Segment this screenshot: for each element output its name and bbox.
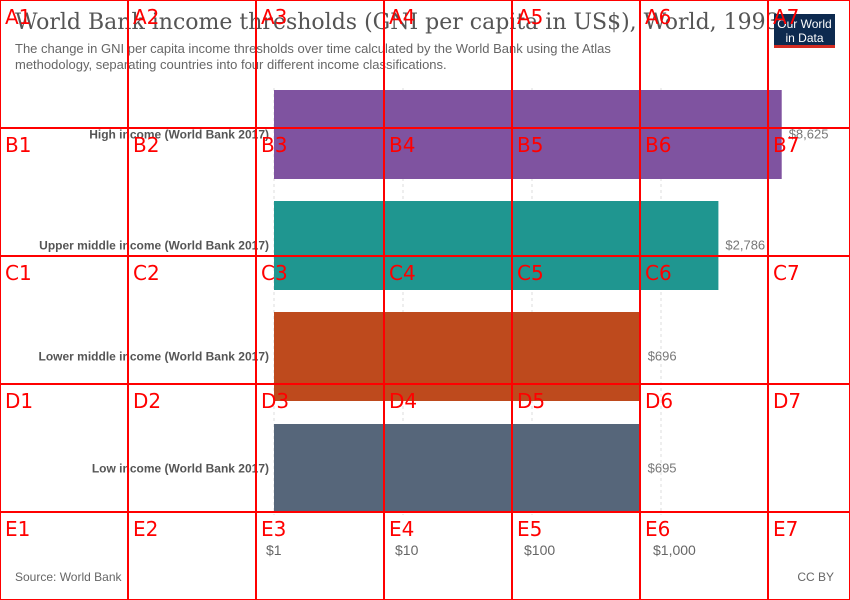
value-label: $696 <box>648 349 677 364</box>
bar <box>274 90 782 179</box>
logo-line1: Our World <box>777 17 832 31</box>
value-label: $8,625 <box>789 127 829 142</box>
chart-title: World Bank income thresholds (GNI per ca… <box>15 10 780 35</box>
x-tick-label: $1 <box>266 542 282 558</box>
category-label: Lower middle income (World Bank 2017) <box>39 350 270 364</box>
value-label: $2,786 <box>725 238 765 253</box>
chart-subtitle: The change in GNI per capita income thre… <box>15 41 611 72</box>
logo-line2: in Data <box>785 31 824 45</box>
owid-logo[interactable]: Our World in Data <box>774 14 835 48</box>
value-label: $695 <box>648 461 677 476</box>
bar <box>274 424 641 513</box>
chart-bars <box>274 90 782 513</box>
x-tick-label: $10 <box>395 542 419 558</box>
chart-labels: $1 $10 $100 $1,000 High income (World Bank 2… <box>39 127 829 559</box>
category-label: High income (World Bank 2017) <box>89 128 269 142</box>
bar <box>274 201 719 290</box>
category-label: Upper middle income (World Bank 2017) <box>39 239 269 253</box>
source-note[interactable]: Source: World Bank <box>15 570 122 584</box>
x-tick-label: $100 <box>524 542 555 558</box>
category-label: Low income (World Bank 2017) <box>92 462 269 476</box>
license-note[interactable]: CC BY <box>797 570 834 584</box>
bar <box>274 312 641 401</box>
x-tick-label: $1,000 <box>653 542 696 558</box>
